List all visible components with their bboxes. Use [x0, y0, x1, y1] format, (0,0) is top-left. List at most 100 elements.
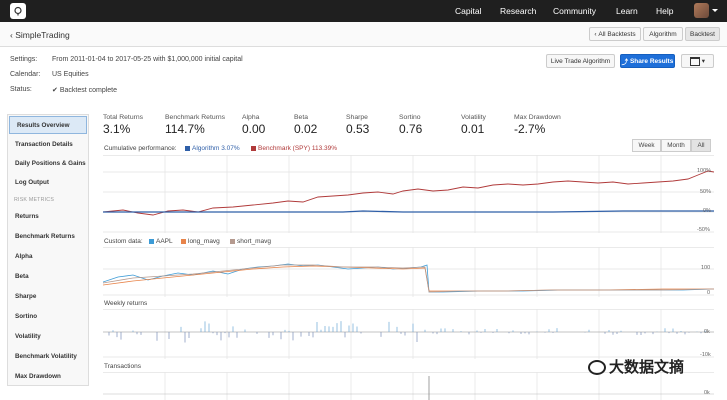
legend-swatch-short-mavg: [230, 238, 235, 244]
check-icon: ✔: [52, 87, 58, 94]
metric-label-total-returns: Total Returns: [103, 114, 144, 121]
chart-options-button[interactable]: ▾: [681, 54, 714, 68]
transactions-tick-0k: 0k: [704, 390, 710, 396]
metric-value-total-returns: 3.1%: [103, 122, 131, 136]
status-label: Status:: [10, 86, 32, 93]
custom-tick-0: 0: [707, 290, 711, 296]
metric-label-sortino: Sortino: [399, 114, 421, 121]
all-backtests-button[interactable]: ‹ All Backtests: [589, 27, 641, 41]
chevron-down-icon: ▾: [701, 58, 706, 65]
metric-label-benchmark-returns: Benchmark Returns: [165, 114, 226, 121]
share-results-label: Share Results: [629, 57, 674, 65]
calendar-icon: [689, 56, 700, 66]
calendar-value: US Equities: [52, 71, 89, 78]
algorithm-series-line: [103, 210, 714, 213]
sidebar-item-max-drawdown[interactable]: Max Drawdown: [15, 373, 61, 380]
quantopian-logo[interactable]: [10, 3, 26, 19]
aapl-series-line: [103, 263, 714, 293]
sidebar: Results Overview Transaction Details Dai…: [7, 114, 89, 386]
sidebar-item-results-overview[interactable]: Results Overview: [9, 116, 87, 134]
start-date: 2011-01-04: [70, 56, 106, 63]
top-nav-bar: Capital Research Community Learn Help: [0, 0, 727, 22]
range-week-button[interactable]: Week: [632, 139, 661, 152]
sidebar-item-sortino[interactable]: Sortino: [15, 313, 38, 320]
perf-tick-50: 50%: [700, 189, 712, 195]
metric-label-beta: Beta: [294, 114, 308, 121]
tab-backtest[interactable]: Backtest: [685, 27, 720, 41]
custom-tick-100: 100: [701, 265, 711, 271]
sidebar-item-volatility[interactable]: Volatility: [15, 333, 41, 340]
cumulative-performance-chart: [103, 155, 714, 233]
transactions-chart: [103, 372, 714, 400]
watermark-text: 大数据文摘: [609, 358, 685, 376]
wechat-icon: [588, 360, 606, 375]
legend-benchmark-label: Benchmark (SPY) 113.39%: [258, 145, 337, 152]
sidebar-item-benchmark-returns[interactable]: Benchmark Returns: [15, 233, 75, 240]
legend-short-mavg[interactable]: short_mavg: [230, 238, 271, 245]
weekly-tick-neg10k: -10k: [700, 352, 711, 358]
end-date: 2017-05-25: [115, 56, 152, 63]
legend-swatch-aapl: [149, 238, 154, 244]
weekly-return-bars: [108, 321, 706, 343]
metric-value-beta: 0.02: [294, 122, 318, 136]
nav-capital[interactable]: Capital: [455, 6, 482, 16]
legend-aapl[interactable]: AAPL: [149, 238, 173, 245]
perf-tick-0: 0%: [703, 208, 711, 214]
to-text: to: [107, 56, 114, 63]
nav-research[interactable]: Research: [500, 6, 537, 16]
metric-label-alpha: Alpha: [242, 114, 260, 121]
range-all-button[interactable]: All: [691, 139, 711, 152]
legend-short-mavg-label: short_mavg: [237, 238, 271, 245]
legend-swatch-long-mavg: [181, 238, 186, 244]
risk-metrics-heading: RISK METRICS: [14, 197, 55, 203]
capital-amount: $1,000,000: [167, 56, 203, 63]
metric-value-max-drawdown: -2.7%: [514, 122, 546, 136]
settings-range: From 2011-01-04 to 2017-05-25 with $1,00…: [52, 56, 243, 63]
legend-algorithm[interactable]: Algorithm 3.07%: [185, 145, 240, 152]
sidebar-item-alpha[interactable]: Alpha: [15, 253, 33, 260]
project-title: ‹ SimpleTrading: [10, 30, 70, 40]
nav-help[interactable]: Help: [656, 6, 674, 16]
nav-learn[interactable]: Learn: [616, 6, 638, 16]
sidebar-item-sharpe[interactable]: Sharpe: [15, 293, 37, 300]
watermark: 大数据文摘: [588, 356, 684, 377]
capital-suffix: initial capital: [204, 56, 243, 63]
legend-swatch-benchmark: [251, 145, 256, 151]
metric-label-volatility: Volatility: [461, 114, 486, 121]
weekly-returns-chart: [103, 309, 714, 359]
weekly-returns-title: Weekly returns: [104, 300, 148, 307]
share-results-button[interactable]: ⤴ Share Results: [620, 54, 675, 68]
sidebar-item-beta[interactable]: Beta: [15, 273, 29, 280]
metric-label-max-drawdown: Max Drawdown: [514, 114, 561, 121]
status-value: ✔ Backtest complete: [52, 86, 117, 94]
settings-label: Settings:: [10, 56, 38, 63]
legend-swatch-algorithm: [185, 145, 190, 151]
cumulative-performance-title: Cumulative performance:: [104, 145, 177, 152]
sidebar-item-transaction-details[interactable]: Transaction Details: [15, 141, 73, 148]
metric-value-sortino: 0.76: [399, 122, 423, 136]
nav-community[interactable]: Community: [553, 6, 596, 16]
tab-algorithm[interactable]: Algorithm: [643, 27, 683, 41]
range-month-button[interactable]: Month: [661, 139, 691, 152]
short-mavg-series-line: [103, 264, 714, 293]
sidebar-item-log-output[interactable]: Log Output: [15, 179, 49, 186]
legend-benchmark[interactable]: Benchmark (SPY) 113.39%: [251, 145, 337, 152]
legend-long-mavg-label: long_mavg: [188, 238, 220, 245]
sidebar-item-daily-positions[interactable]: Daily Positions & Gains: [15, 160, 86, 167]
project-title-text: SimpleTrading: [15, 30, 70, 40]
sidebar-item-benchmark-volatility[interactable]: Benchmark Volatility: [15, 353, 77, 360]
share-icon: ⤴: [621, 59, 629, 66]
perf-tick-100: 100%: [697, 168, 712, 174]
metric-value-volatility: 0.01: [461, 122, 485, 136]
status-text: Backtest complete: [59, 87, 118, 94]
perf-tick-neg50: -50%: [697, 227, 710, 233]
custom-data-title: Custom data:: [104, 238, 143, 245]
calendar-label: Calendar:: [10, 71, 41, 78]
custom-data-chart: [103, 247, 714, 297]
sidebar-item-returns[interactable]: Returns: [15, 213, 39, 220]
legend-aapl-label: AAPL: [156, 238, 173, 245]
chevron-down-icon[interactable]: [712, 9, 718, 12]
live-trade-button[interactable]: Live Trade Algorithm: [546, 54, 615, 68]
legend-long-mavg[interactable]: long_mavg: [181, 238, 220, 245]
avatar[interactable]: [694, 3, 709, 18]
